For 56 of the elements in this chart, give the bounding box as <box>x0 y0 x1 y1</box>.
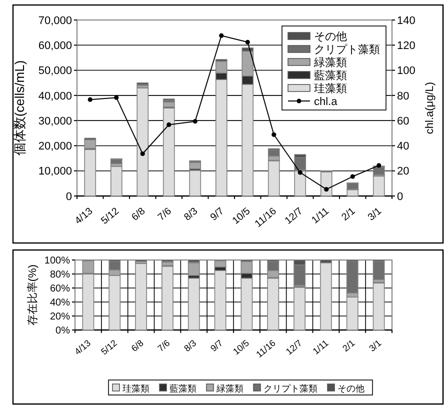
x-tick-label: 9/7 <box>208 206 227 224</box>
y2-tick-label: 80 <box>397 90 410 102</box>
x-tick-label: 8/3 <box>182 206 200 224</box>
y-tick-label: 0 <box>66 190 72 203</box>
legend-label: その他 <box>338 384 364 394</box>
y2-axis-title: chl.a(μg/L) <box>424 82 436 134</box>
legend-label: 珪藻類 <box>122 384 150 394</box>
x-tick-label: 2/1 <box>340 206 358 224</box>
x-tick-label: 8/3 <box>182 338 198 354</box>
legend-label: クリプト藻類 <box>264 384 318 394</box>
y-tick-label: 40% <box>50 298 70 308</box>
y-tick-label: 40,000 <box>38 90 72 102</box>
x-tick-label: 6/8 <box>129 338 146 354</box>
legend-label: 緑藻類 <box>313 56 347 69</box>
y-tick-label: 60,000 <box>38 40 72 52</box>
y-tick-label: 30,000 <box>38 115 72 128</box>
y-tick-label: 50,000 <box>38 65 72 78</box>
y-tick-label: 20% <box>50 312 70 322</box>
y-tick-label: 100% <box>44 256 70 266</box>
y2-tick-label: 60 <box>397 115 410 128</box>
x-tick-label: 4/13 <box>73 206 96 227</box>
x-tick-label: 7/6 <box>156 338 172 354</box>
legend-label: 藍藻類 <box>314 69 347 82</box>
x-tick-label: 6/8 <box>130 206 148 224</box>
legend-label: その他 <box>314 31 347 43</box>
legend-label: 緑藻類 <box>216 384 244 394</box>
x-tick-label: 10/5 <box>230 206 253 227</box>
y2-tick-label: 40 <box>397 140 410 153</box>
x-tick-label: 3/1 <box>367 338 384 354</box>
y-axis-title: 存在比率(%) <box>26 264 39 326</box>
legend-label: chl.a <box>314 96 338 108</box>
y2-tick-label: 100 <box>397 65 416 78</box>
x-tick-label: 5/12 <box>99 338 119 357</box>
x-tick-label: 9/7 <box>208 338 225 354</box>
y2-tick-label: 0 <box>397 190 404 203</box>
x-tick-label: 3/1 <box>366 206 384 224</box>
y-tick-label: 80% <box>50 270 70 280</box>
x-tick-label: 5/12 <box>99 206 122 227</box>
x-tick-label: 7/6 <box>156 206 174 224</box>
y-axis-title: 個体数(cells/mL) <box>12 60 27 156</box>
y2-tick-label: 140 <box>397 14 416 27</box>
legend-label: 藍藻類 <box>170 384 196 394</box>
y-tick-label: 20,000 <box>38 140 72 153</box>
y-tick-label: 0% <box>56 326 70 336</box>
legend-label: クリプト藻類 <box>314 43 380 56</box>
x-tick-label: 1/11 <box>310 206 332 226</box>
y2-tick-label: 20 <box>397 166 410 178</box>
y-tick-label: 70,000 <box>38 14 72 27</box>
y-tick-label: 60% <box>50 284 70 294</box>
x-tick-label: 12/7 <box>283 206 306 227</box>
y2-tick-label: 120 <box>397 40 416 52</box>
y-tick-label: 10,000 <box>38 166 72 178</box>
x-tick-label: 2/1 <box>340 338 357 354</box>
x-tick-label: 1/11 <box>310 338 330 356</box>
x-tick-label: 4/13 <box>72 338 92 357</box>
legend-label: 珪藻類 <box>314 82 347 95</box>
